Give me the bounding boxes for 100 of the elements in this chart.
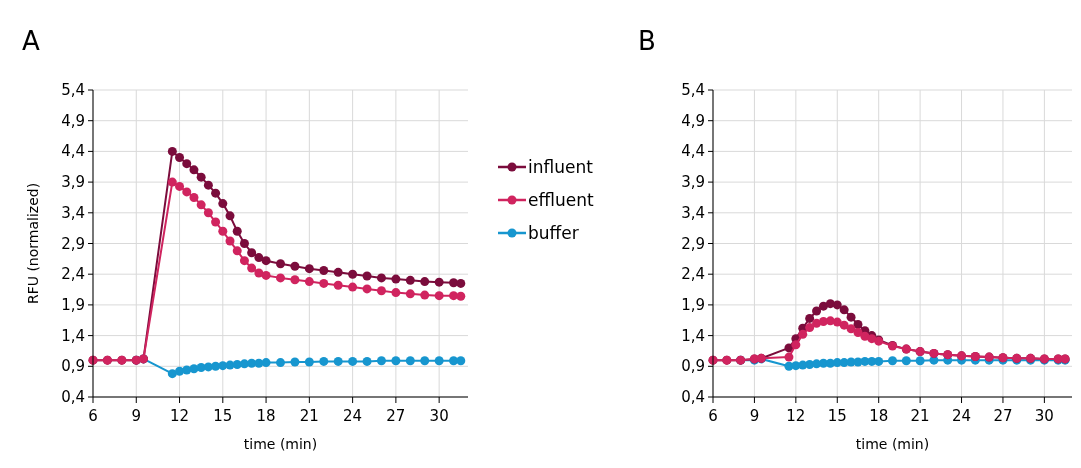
point (805, 323, 815, 333)
chart-title: A (22, 26, 40, 56)
point (189, 192, 199, 202)
point (225, 236, 235, 246)
y-tick-label: 0,9 (61, 357, 85, 376)
x-tick-label: 27 (993, 407, 1013, 425)
point (449, 291, 459, 301)
point (376, 356, 386, 366)
point (167, 369, 177, 379)
y-tick-label: 3,9 (61, 173, 85, 192)
point (420, 356, 430, 366)
point (874, 356, 884, 366)
point (218, 361, 228, 371)
y-tick-label: 4,4 (681, 142, 705, 161)
x-tick-label: 30 (1034, 407, 1054, 425)
point (247, 263, 257, 273)
x-tick-label: 15 (827, 407, 847, 425)
point (362, 284, 372, 294)
x-axis-title: time (min) (855, 436, 930, 452)
point (276, 259, 285, 269)
point (182, 159, 192, 169)
point (391, 288, 401, 298)
point (405, 289, 415, 299)
x-tick-label: 18 (256, 407, 276, 425)
point (261, 256, 271, 266)
point (304, 357, 314, 367)
point (189, 165, 199, 175)
y-tick-label: 3,9 (681, 173, 705, 192)
y-axis-title: RFU (normalized) (25, 182, 41, 305)
x-tick-label: 9 (749, 407, 760, 425)
point (832, 300, 842, 310)
y-tick-label: 0,4 (61, 388, 85, 406)
point (175, 181, 185, 191)
point (319, 356, 329, 366)
x-tick-label: 24 (951, 407, 972, 425)
y-tick-label: 2,4 (681, 265, 705, 284)
point (839, 305, 849, 315)
point (434, 356, 444, 366)
point (182, 187, 192, 197)
point (304, 277, 314, 287)
point (901, 356, 911, 366)
point (333, 356, 343, 366)
legend-label: buffer (528, 223, 579, 243)
x-tick-label: 30 (429, 407, 449, 425)
point (405, 356, 415, 366)
point (290, 275, 300, 285)
point (276, 273, 285, 283)
point (333, 280, 343, 290)
y-tick-label: 4,4 (61, 142, 85, 161)
point (420, 290, 430, 300)
point (218, 199, 228, 209)
point (420, 277, 430, 287)
y-tick-label: 4,9 (61, 111, 85, 130)
point (211, 361, 221, 371)
point (348, 282, 358, 292)
point (211, 217, 221, 227)
legend-label: influent (528, 157, 594, 177)
legend-label: effluent (528, 190, 594, 210)
point (391, 274, 401, 284)
point (791, 340, 801, 350)
point (254, 358, 264, 368)
point (196, 200, 206, 210)
point (196, 172, 206, 182)
point (276, 358, 285, 368)
point (319, 278, 329, 288)
x-tick-label: 6 (88, 407, 98, 425)
point (362, 356, 372, 366)
x-tick-label: 15 (213, 407, 233, 425)
y-tick-label: 2,4 (61, 265, 85, 284)
y-tick-label: 5,4 (61, 81, 85, 99)
point (853, 328, 863, 338)
point (232, 246, 242, 256)
point (456, 291, 466, 301)
point (254, 268, 264, 278)
point (203, 208, 213, 218)
y-tick-label: 1,4 (681, 326, 705, 345)
x-tick-label: 24 (343, 407, 363, 425)
point (261, 358, 271, 368)
y-tick-label: 3,4 (61, 203, 85, 222)
point (376, 273, 386, 283)
y-tick-label: 4,9 (681, 111, 705, 130)
point (218, 226, 228, 236)
chart-title: B (638, 26, 656, 56)
point (832, 317, 842, 327)
point (304, 264, 314, 274)
point (175, 153, 185, 163)
point (362, 271, 372, 281)
point (915, 356, 925, 366)
point (391, 356, 401, 366)
point (449, 278, 459, 288)
x-tick-label: 21 (910, 407, 930, 425)
y-tick-label: 1,9 (681, 295, 705, 314)
x-tick-label: 12 (786, 407, 806, 425)
point (319, 266, 329, 276)
y-tick-label: 3,4 (681, 203, 705, 222)
y-tick-label: 1,4 (61, 326, 85, 345)
point (225, 211, 235, 221)
y-tick-label: 2,9 (61, 234, 85, 253)
x-tick-label: 6 (708, 407, 718, 425)
point (261, 270, 271, 280)
